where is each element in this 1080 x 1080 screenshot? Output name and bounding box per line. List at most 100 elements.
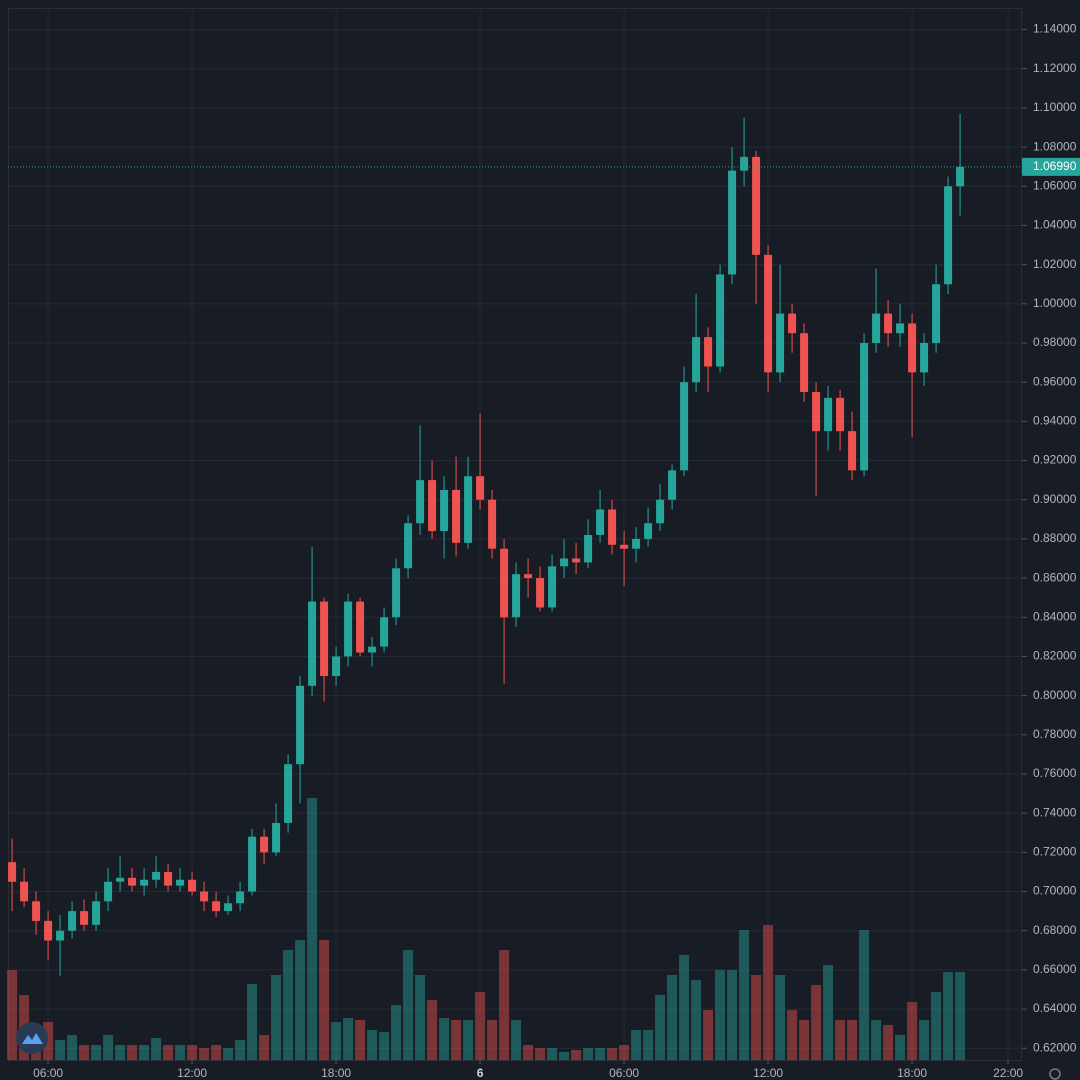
pane-border [8, 8, 1022, 1061]
candle-body [656, 499, 665, 524]
volume-bar [511, 1020, 522, 1060]
candle-body [176, 879, 185, 886]
volume-bar [787, 1010, 798, 1060]
x-tick-label: 22:00 [993, 1066, 1023, 1080]
candle-body [632, 538, 641, 549]
volume-bar [295, 940, 306, 1060]
candle-body [548, 566, 557, 608]
candle-body [812, 391, 821, 432]
volume-bar [931, 992, 942, 1060]
candle-body [356, 601, 365, 653]
y-tick-label: 1.06000 [1033, 178, 1077, 192]
y-tick-label: 1.00000 [1033, 296, 1077, 310]
y-tick-label: 0.94000 [1033, 414, 1077, 428]
volume-bar [631, 1030, 642, 1060]
candle-body [416, 480, 425, 524]
candle-body [944, 186, 953, 285]
volume-bar [79, 1045, 90, 1060]
volume-bar [127, 1045, 138, 1060]
volume-bar [271, 975, 282, 1060]
candle-body [332, 656, 341, 677]
volume-bar [643, 1030, 654, 1060]
last-price-label: 1.06990 [1033, 159, 1077, 173]
volume-bar [559, 1052, 570, 1060]
y-tick-label: 1.08000 [1033, 139, 1077, 153]
y-tick-label: 1.14000 [1033, 22, 1077, 36]
candle-body [212, 901, 221, 912]
candle-body [896, 323, 905, 334]
candle-body [620, 544, 629, 549]
candle-body [644, 523, 653, 539]
y-tick-label: 0.96000 [1033, 374, 1077, 388]
volume-bar [763, 925, 774, 1060]
y-tick-label: 1.04000 [1033, 218, 1077, 232]
volume-bar [427, 1000, 438, 1060]
y-tick-label: 0.80000 [1033, 688, 1077, 702]
volume-bar [691, 980, 702, 1060]
volume-bar [679, 955, 690, 1060]
volume-bar [55, 1040, 66, 1060]
volume-bar [367, 1030, 378, 1060]
volume-bar [355, 1020, 366, 1060]
volume-bar [727, 970, 738, 1060]
volume-bar [847, 1020, 858, 1060]
volume-bar [751, 975, 762, 1060]
volume-bar [583, 1048, 594, 1060]
y-tick-label: 0.72000 [1033, 845, 1077, 859]
volume-bar [703, 1010, 714, 1060]
gear[interactable] [1049, 1068, 1061, 1080]
volume-bar [619, 1045, 630, 1060]
volume-bar [811, 985, 822, 1060]
candle-body [836, 397, 845, 432]
logo-icon [22, 1033, 43, 1044]
volume-bar [211, 1045, 222, 1060]
volume-bar [835, 1020, 846, 1060]
candle-body [776, 313, 785, 373]
volume-bar [151, 1038, 162, 1060]
y-tick-label: 0.62000 [1033, 1040, 1077, 1054]
candle-body [92, 901, 101, 925]
candle-body [740, 156, 749, 171]
volume-bar [943, 972, 954, 1060]
volume-bar [43, 1022, 54, 1060]
volume-bar [487, 1020, 498, 1060]
candle-body [272, 822, 281, 853]
volume-bar [955, 972, 966, 1060]
candle-body [392, 568, 401, 618]
volume-bar [163, 1045, 174, 1060]
volume-bar [655, 995, 666, 1060]
volume-bar [571, 1050, 582, 1060]
y-tick-label: 0.68000 [1033, 923, 1077, 937]
candle-body [224, 903, 233, 912]
candle-body [284, 764, 293, 823]
volume-bar [799, 1020, 810, 1060]
settings-icon[interactable] [1049, 1068, 1061, 1080]
volume-bar [187, 1045, 198, 1060]
x-tick-label: 12:00 [753, 1066, 783, 1080]
candle-body [872, 313, 881, 343]
candle-body [668, 470, 677, 500]
candle-body [128, 877, 137, 886]
candle-body [8, 862, 17, 882]
volume-bar [223, 1048, 234, 1060]
candle-body [764, 254, 773, 373]
volume-bar [247, 984, 258, 1060]
candle-body [104, 881, 113, 902]
y-tick-label: 0.92000 [1033, 453, 1077, 467]
candle-body [560, 558, 569, 567]
candle-body [188, 879, 197, 892]
candle-body [932, 284, 941, 343]
candle-body [200, 891, 209, 902]
y-tick-label: 0.98000 [1033, 335, 1077, 349]
candle-body [248, 836, 257, 892]
candle-body [428, 480, 437, 532]
candle-body [716, 274, 725, 367]
candle-body [380, 617, 389, 647]
candle-body [20, 881, 29, 902]
y-tick-label: 0.76000 [1033, 766, 1077, 780]
x-tick-label: 12:00 [177, 1066, 207, 1080]
y-tick-label: 0.84000 [1033, 609, 1077, 623]
candle-body [236, 891, 245, 904]
y-tick-label: 0.82000 [1033, 649, 1077, 663]
